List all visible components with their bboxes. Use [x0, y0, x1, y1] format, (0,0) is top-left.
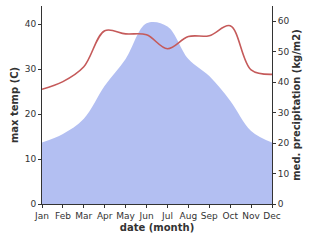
svg-text:20: 20 [25, 109, 37, 119]
svg-text:Mar: Mar [75, 211, 92, 221]
svg-text:10: 10 [25, 154, 37, 164]
svg-text:60: 60 [278, 16, 290, 26]
svg-text:Jun: Jun [139, 211, 154, 221]
svg-text:0: 0 [30, 199, 36, 209]
svg-text:Aug: Aug [180, 211, 198, 221]
svg-text:med. precipitation (kg/m2): med. precipitation (kg/m2) [291, 29, 302, 181]
svg-text:20: 20 [278, 138, 290, 148]
svg-text:50: 50 [278, 47, 290, 57]
svg-text:30: 30 [278, 108, 290, 118]
svg-text:Jan: Jan [34, 211, 49, 221]
svg-text:Oct: Oct [222, 211, 238, 221]
svg-text:Apr: Apr [97, 211, 113, 221]
svg-text:40: 40 [25, 19, 37, 29]
svg-text:30: 30 [25, 64, 37, 74]
svg-text:max temp (C): max temp (C) [9, 67, 20, 143]
svg-text:May: May [116, 211, 135, 221]
svg-text:0: 0 [278, 199, 284, 209]
svg-text:Jul: Jul [161, 211, 173, 221]
svg-text:10: 10 [278, 169, 290, 179]
svg-text:Sep: Sep [201, 211, 218, 221]
svg-text:date (month): date (month) [120, 222, 194, 233]
svg-text:40: 40 [278, 77, 290, 87]
svg-text:Dec: Dec [263, 211, 280, 221]
svg-text:Nov: Nov [242, 211, 260, 221]
svg-text:Feb: Feb [55, 211, 71, 221]
